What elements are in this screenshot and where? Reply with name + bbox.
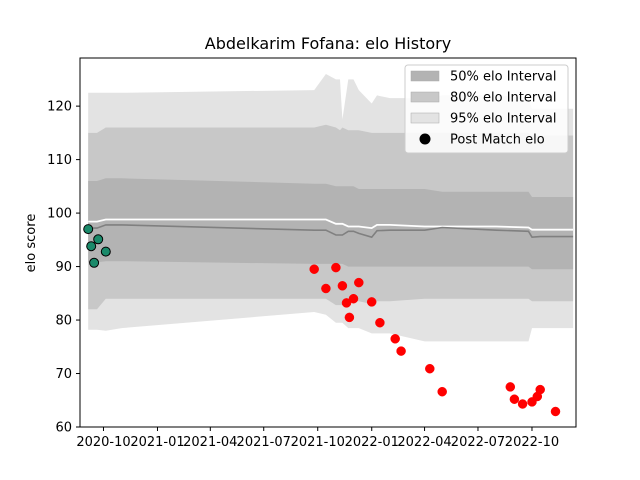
y-tick-label: 120 — [47, 100, 72, 115]
data-point — [438, 387, 447, 396]
data-point — [510, 395, 519, 404]
x-tick-label: 2021-10 — [291, 435, 345, 450]
y-tick-label: 90 — [55, 260, 72, 275]
data-point — [84, 225, 93, 234]
legend-label: 50% elo Interval — [450, 70, 557, 85]
y-tick-label: 60 — [55, 421, 72, 436]
data-point — [349, 294, 358, 303]
x-tick-label: 2022-04 — [397, 435, 451, 450]
data-point — [536, 385, 545, 394]
y-tick-label: 70 — [55, 367, 72, 382]
legend-swatch — [411, 113, 439, 123]
y-tick-label: 80 — [55, 314, 72, 329]
data-point — [375, 318, 384, 327]
data-point — [94, 235, 103, 244]
data-point — [354, 278, 363, 287]
data-point — [551, 407, 560, 416]
data-point — [506, 382, 515, 391]
data-point — [87, 242, 96, 251]
data-point — [518, 400, 527, 409]
data-point — [90, 258, 99, 267]
x-tick-label: 2021-01 — [130, 435, 184, 450]
legend: 50% elo Interval 80% elo Interval 95% elo … — [405, 65, 568, 153]
data-point — [331, 263, 340, 272]
legend-swatch — [411, 71, 439, 81]
legend-swatch — [411, 92, 439, 102]
data-point — [397, 347, 406, 356]
y-tick-label: 110 — [47, 153, 72, 168]
legend-label: Post Match elo — [450, 133, 545, 148]
y-tick-label: 100 — [47, 207, 72, 222]
data-point — [425, 364, 434, 373]
legend-marker — [420, 134, 431, 145]
x-tick-label: 2022-07 — [451, 435, 505, 450]
x-tick-label: 2020-10 — [76, 435, 130, 450]
x-tick-label: 2022-10 — [505, 435, 559, 450]
data-point — [310, 265, 319, 274]
data-point — [345, 313, 354, 322]
legend-label: 80% elo Interval — [450, 91, 557, 106]
legend-label: 95% elo Interval — [450, 112, 557, 127]
data-point — [321, 284, 330, 293]
x-tick-label: 2021-07 — [237, 435, 291, 450]
data-point — [101, 247, 110, 256]
x-tick-label: 2022-01 — [345, 435, 399, 450]
band-50 — [88, 178, 573, 269]
y-axis-label: elo score — [24, 214, 39, 273]
x-tick-label: 2021-04 — [183, 435, 237, 450]
chart-title: Abdelkarim Fofana: elo History — [205, 34, 451, 53]
data-point — [391, 334, 400, 343]
data-point — [367, 297, 376, 306]
data-point — [338, 281, 347, 290]
